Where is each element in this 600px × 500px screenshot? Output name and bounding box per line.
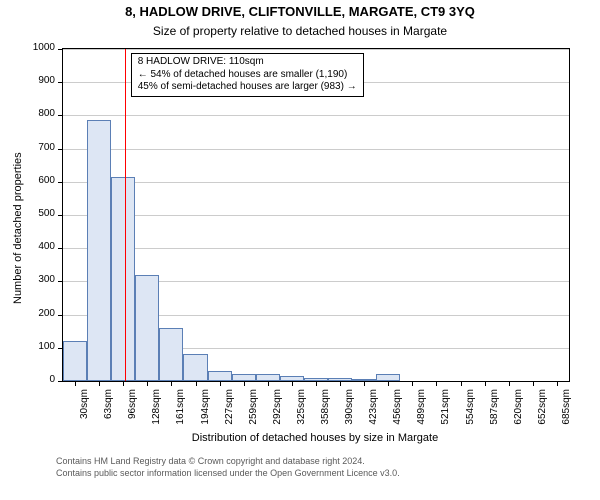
page-title: 8, HADLOW DRIVE, CLIFTONVILLE, MARGATE, … bbox=[0, 4, 600, 19]
footer-line-1: Contains HM Land Registry data © Crown c… bbox=[56, 456, 400, 468]
histogram-bar bbox=[256, 374, 280, 381]
histogram-bar bbox=[87, 120, 111, 381]
x-tick bbox=[147, 381, 148, 386]
x-tick bbox=[340, 381, 341, 386]
x-tick-label: 227sqm bbox=[224, 389, 235, 437]
histogram-bar bbox=[183, 354, 207, 381]
x-tick-label: 194sqm bbox=[200, 389, 211, 437]
x-tick bbox=[171, 381, 172, 386]
x-tick bbox=[99, 381, 100, 386]
x-tick bbox=[485, 381, 486, 386]
gridline bbox=[63, 149, 569, 150]
annotation-box: 8 HADLOW DRIVE: 110sqm← 54% of detached … bbox=[131, 53, 364, 97]
x-tick bbox=[196, 381, 197, 386]
x-tick bbox=[268, 381, 269, 386]
x-tick bbox=[533, 381, 534, 386]
y-tick-label: 200 bbox=[15, 308, 55, 319]
x-tick bbox=[123, 381, 124, 386]
y-tick bbox=[58, 149, 63, 150]
chart-container: 8, HADLOW DRIVE, CLIFTONVILLE, MARGATE, … bbox=[0, 0, 600, 500]
y-tick bbox=[58, 315, 63, 316]
y-tick bbox=[58, 281, 63, 282]
x-tick-label: 325sqm bbox=[296, 389, 307, 437]
x-tick bbox=[75, 381, 76, 386]
x-tick bbox=[364, 381, 365, 386]
histogram-bar bbox=[232, 374, 256, 381]
x-tick-label: 456sqm bbox=[392, 389, 403, 437]
footer-attribution: Contains HM Land Registry data © Crown c… bbox=[56, 456, 400, 479]
x-tick bbox=[412, 381, 413, 386]
y-tick-label: 500 bbox=[15, 208, 55, 219]
x-tick bbox=[388, 381, 389, 386]
y-tick-label: 400 bbox=[15, 241, 55, 252]
x-tick-label: 63sqm bbox=[103, 389, 114, 437]
y-tick-label: 800 bbox=[15, 108, 55, 119]
y-tick bbox=[58, 248, 63, 249]
x-tick-label: 554sqm bbox=[465, 389, 476, 437]
x-tick-label: 128sqm bbox=[151, 389, 162, 437]
x-tick-label: 620sqm bbox=[513, 389, 524, 437]
y-tick bbox=[58, 82, 63, 83]
y-tick-label: 600 bbox=[15, 175, 55, 186]
histogram-bar bbox=[63, 341, 87, 381]
x-tick-label: 587sqm bbox=[489, 389, 500, 437]
y-tick bbox=[58, 182, 63, 183]
x-tick-label: 292sqm bbox=[272, 389, 283, 437]
y-tick-label: 1000 bbox=[15, 42, 55, 53]
x-tick-label: 96sqm bbox=[127, 389, 138, 437]
x-tick bbox=[557, 381, 558, 386]
annotation-line: ← 54% of detached houses are smaller (1,… bbox=[138, 69, 357, 82]
x-tick-label: 358sqm bbox=[320, 389, 331, 437]
y-tick bbox=[58, 381, 63, 382]
histogram-bar bbox=[376, 374, 400, 381]
x-tick-label: 30sqm bbox=[79, 389, 90, 437]
gridline bbox=[63, 115, 569, 116]
gridline bbox=[63, 215, 569, 216]
x-tick-label: 489sqm bbox=[416, 389, 427, 437]
histogram-bar bbox=[208, 371, 232, 381]
x-tick bbox=[436, 381, 437, 386]
y-tick bbox=[58, 49, 63, 50]
x-tick-label: 423sqm bbox=[368, 389, 379, 437]
x-tick bbox=[220, 381, 221, 386]
y-tick bbox=[58, 215, 63, 216]
gridline bbox=[63, 248, 569, 249]
marker-line bbox=[125, 49, 126, 381]
y-tick-label: 300 bbox=[15, 274, 55, 285]
y-tick bbox=[58, 115, 63, 116]
histogram-bar bbox=[111, 177, 135, 381]
annotation-line: 8 HADLOW DRIVE: 110sqm bbox=[138, 56, 357, 69]
histogram-bar bbox=[159, 328, 183, 381]
x-tick-label: 521sqm bbox=[440, 389, 451, 437]
y-tick-label: 100 bbox=[15, 341, 55, 352]
y-tick-label: 0 bbox=[15, 374, 55, 385]
x-tick bbox=[509, 381, 510, 386]
annotation-line: 45% of semi-detached houses are larger (… bbox=[138, 81, 357, 94]
x-axis-label: Distribution of detached houses by size … bbox=[62, 432, 568, 444]
x-tick bbox=[292, 381, 293, 386]
x-tick bbox=[316, 381, 317, 386]
x-tick-label: 390sqm bbox=[344, 389, 355, 437]
x-tick bbox=[461, 381, 462, 386]
plot-area: 0100200300400500600700800900100030sqm63s… bbox=[62, 48, 570, 382]
page-subtitle: Size of property relative to detached ho… bbox=[0, 24, 600, 38]
footer-line-2: Contains public sector information licen… bbox=[56, 468, 400, 480]
gridline bbox=[63, 182, 569, 183]
gridline bbox=[63, 49, 569, 50]
x-tick-label: 652sqm bbox=[537, 389, 548, 437]
y-tick-label: 700 bbox=[15, 142, 55, 153]
x-tick-label: 685sqm bbox=[561, 389, 572, 437]
x-tick bbox=[244, 381, 245, 386]
x-tick-label: 259sqm bbox=[248, 389, 259, 437]
x-tick-label: 161sqm bbox=[175, 389, 186, 437]
y-tick-label: 900 bbox=[15, 75, 55, 86]
histogram-bar bbox=[135, 275, 159, 381]
